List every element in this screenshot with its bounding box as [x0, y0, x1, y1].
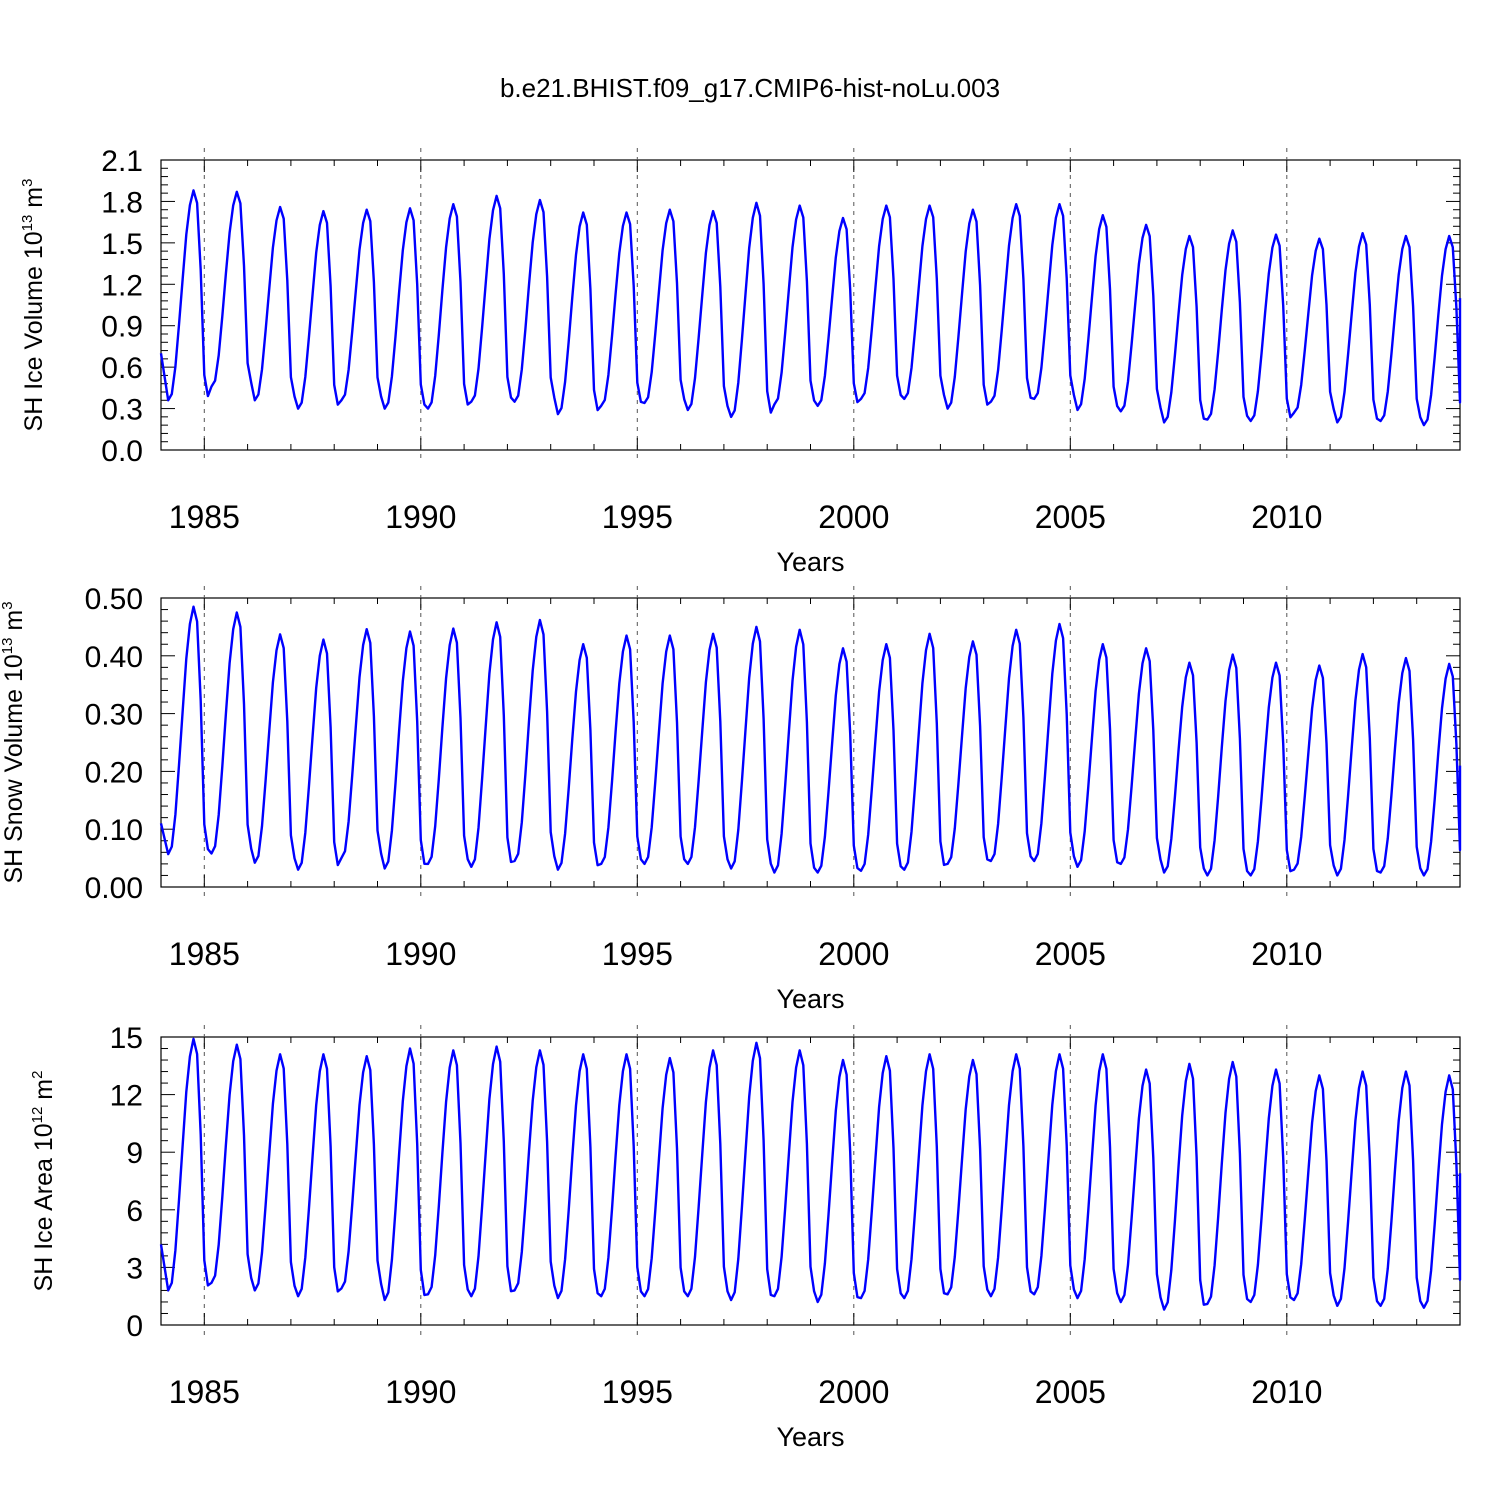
y-tick-label: 0.40: [85, 641, 143, 674]
x-axis-label: Years: [776, 547, 844, 577]
y-axis-label: SH Snow Volume 1013 m3: [0, 601, 28, 883]
x-tick-label: 1985: [169, 499, 240, 535]
x-tick-label: 2005: [1035, 1374, 1106, 1410]
y-tick-label: 0.3: [101, 394, 143, 427]
y-axis-label: SH Ice Volume 1013 m3: [19, 179, 49, 432]
x-axis-label: Years: [776, 1422, 844, 1452]
y-tick-label: 0.0: [101, 435, 143, 468]
figure-title: b.e21.BHIST.f09_g17.CMIP6-hist-noLu.003: [500, 73, 1000, 103]
x-tick-label: 2000: [818, 936, 889, 972]
x-tick-label: 1985: [169, 936, 240, 972]
x-tick-label: 2010: [1251, 499, 1322, 535]
y-tick-label: 0.30: [85, 699, 143, 732]
y-tick-label: 3: [126, 1252, 143, 1285]
chart-panel-1: 1985 1990 1995 2000 2005 2010 0.0 0.3 0.6 0.9 1.2 1…: [19, 145, 1462, 577]
y-tick-label: 0.20: [85, 756, 143, 789]
y-tick-label: 0.6: [101, 352, 143, 385]
y-tick-label: 2.1: [101, 145, 143, 178]
series-line: [159, 1037, 1462, 1311]
x-tick-label: 1995: [602, 499, 673, 535]
x-tick-label: 2010: [1251, 936, 1322, 972]
y-tick-label: 1.5: [101, 228, 143, 261]
x-tick-label: 1995: [602, 1374, 673, 1410]
x-tick-label: 2005: [1035, 936, 1106, 972]
x-tick-label: 2005: [1035, 499, 1106, 535]
x-tick-label: 1990: [385, 936, 456, 972]
y-axis-label: SH Ice Area 1012 m2: [29, 1071, 59, 1292]
y-tick-label: 15: [110, 1022, 143, 1055]
x-axis-label: Years: [776, 984, 844, 1014]
y-tick-label: 0.10: [85, 814, 143, 847]
x-tick-label: 1990: [385, 499, 456, 535]
x-tick-label: 1990: [385, 1374, 456, 1410]
x-tick-label: 2000: [818, 1374, 889, 1410]
panels: 1985 1990 1995 2000 2005 2010 0.0 0.3 0.6 0.9 1.2 1…: [0, 145, 1462, 1452]
y-tick-label: 9: [126, 1137, 143, 1170]
y-tick-label: 0.9: [101, 311, 143, 344]
x-tick-label: 2000: [818, 499, 889, 535]
y-tick-label: 6: [126, 1195, 143, 1228]
chart-panel-3: 1985 1990 1995 2000 2005 2010 0 3 6 9 12 15 Years SH …: [29, 1022, 1462, 1452]
y-tick-label: 12: [110, 1080, 143, 1113]
y-tick-label: 0.00: [85, 872, 143, 905]
x-tick-label: 1995: [602, 936, 673, 972]
series-line: [159, 605, 1462, 877]
x-tick-label: 1985: [169, 1374, 240, 1410]
series-line: [159, 189, 1462, 427]
chart-panel-2: 1985 1990 1995 2000 2005 2010 0.00 0.10 0.20 0.30…: [0, 583, 1462, 1014]
x-tick-label: 2010: [1251, 1374, 1322, 1410]
y-tick-label: 1.2: [101, 269, 143, 302]
y-tick-label: 1.8: [101, 186, 143, 219]
y-tick-label: 0.50: [85, 583, 143, 616]
y-tick-label: 0: [126, 1310, 143, 1343]
